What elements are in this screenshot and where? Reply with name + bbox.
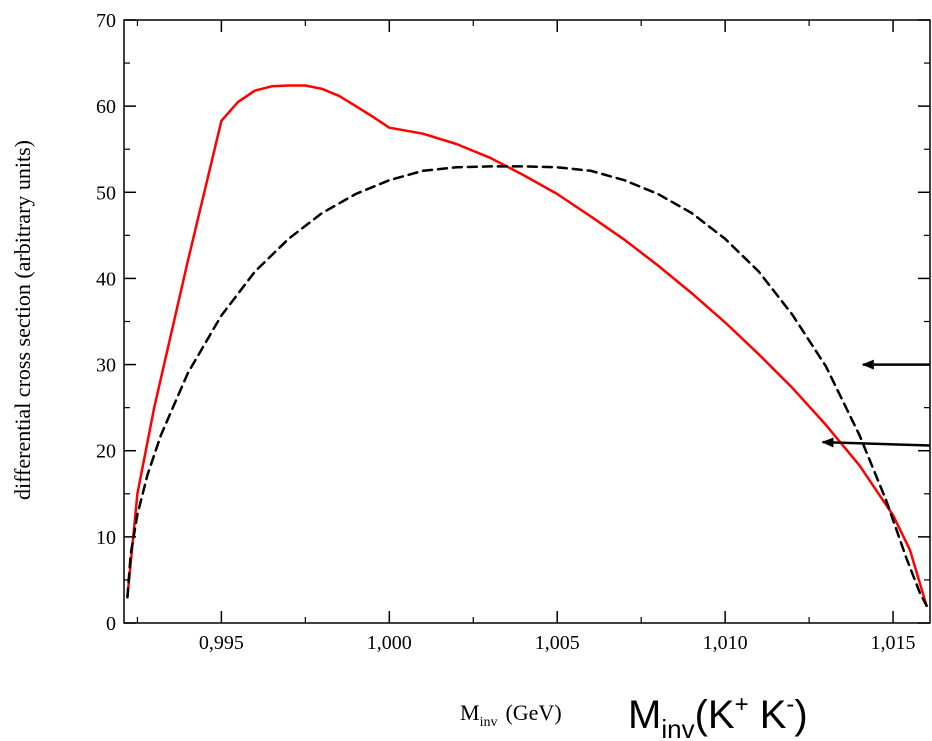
x-axis-title-unit: (GeV)	[505, 700, 561, 725]
y-tick-labels: 0 10 20 30 40 50 60 70	[96, 10, 116, 635]
series-dashed-curve	[127, 166, 926, 605]
overlay-label-sup1: +	[735, 691, 749, 718]
overlay-label-sub: inv	[661, 714, 694, 741]
y-tick-label-4: 40	[96, 268, 116, 290]
x-tick-label-2: 1,005	[535, 632, 580, 654]
overlay-label-sup2: -	[786, 691, 794, 718]
overlay-label-rest: (K	[695, 693, 735, 737]
plot-frame	[124, 20, 930, 623]
y-tick-label-2: 20	[96, 441, 116, 463]
x-axis-title: Minv (GeV)	[460, 700, 562, 730]
x-axis-title-main: M	[460, 700, 480, 725]
y-axis-title: differential cross section (arbitrary un…	[10, 140, 35, 500]
y-tick-label-7: 70	[96, 10, 116, 32]
series-group	[127, 86, 926, 606]
annotation-group	[823, 365, 930, 446]
annotation-arrow-1	[823, 442, 930, 445]
overlay-label-end: )	[794, 693, 807, 737]
x-tick-labels: 0,995 1,000 1,005 1,010 1,015	[199, 632, 916, 654]
y-tick-label-1: 10	[96, 527, 116, 549]
x-axis-title-sub: inv	[480, 715, 498, 730]
x-tick-label-4: 1,015	[871, 632, 916, 654]
x-tick-label-1: 1,000	[367, 632, 412, 654]
y-tick-label-0: 0	[106, 613, 116, 635]
y-tick-label-3: 30	[96, 355, 116, 377]
overlay-label: Minv(K+ K-)	[628, 691, 808, 741]
y-tick-label-5: 50	[96, 182, 116, 204]
overlay-label-main: M	[628, 693, 661, 737]
overlay-label-mid: K	[749, 693, 787, 737]
x-tick-label-3: 1,010	[703, 632, 748, 654]
axis-ticks	[124, 20, 930, 623]
x-tick-label-0: 0,995	[199, 632, 244, 654]
y-tick-label-6: 60	[96, 96, 116, 118]
series-solid-curve	[127, 86, 926, 606]
